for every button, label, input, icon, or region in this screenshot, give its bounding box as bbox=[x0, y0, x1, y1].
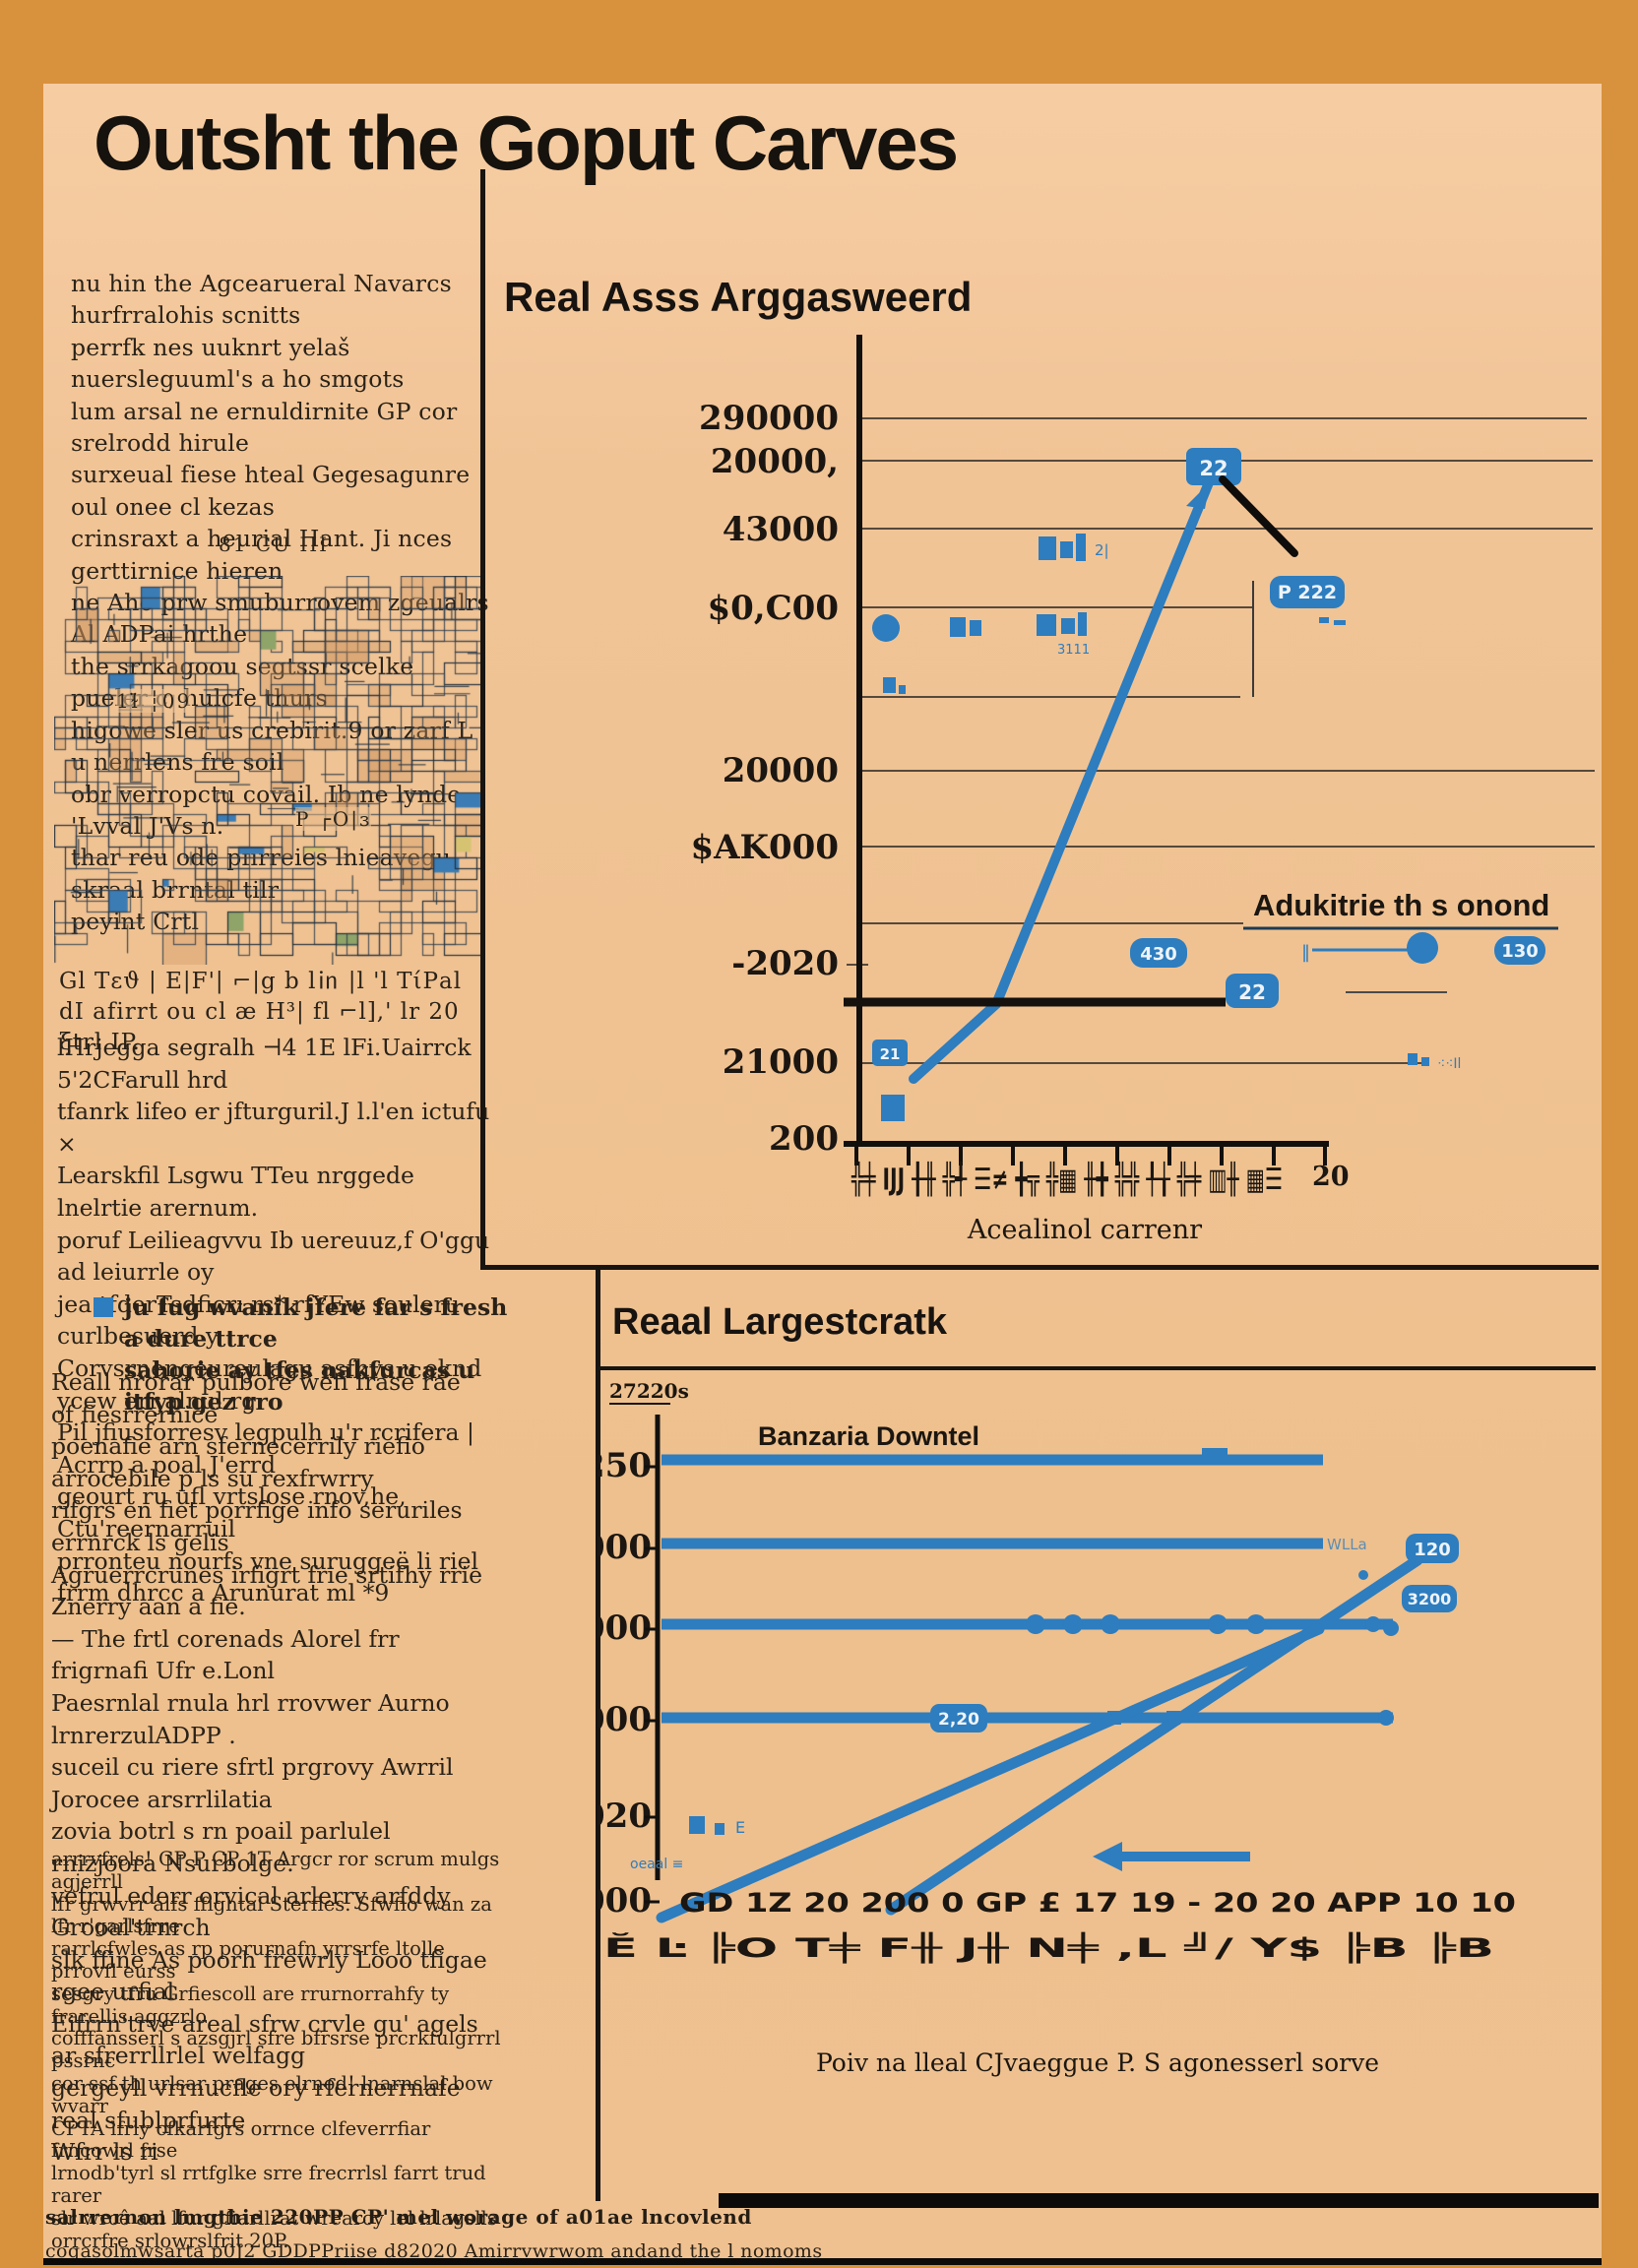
junk-lines: Gl Τεϑ | E|F'| ⌐|g b l㏌ |l 'l TίΡаl dI a… bbox=[59, 969, 463, 1055]
chart2-caption: Poiv na lleal CJvaeggue P. S agonesserl … bbox=[816, 2048, 1379, 2077]
chart1-ylabel: 200 bbox=[769, 1119, 839, 1159]
chart2-line3-markers bbox=[1026, 1614, 1399, 1636]
chart1-tiny-label: ⁖⁖Il bbox=[1437, 1056, 1461, 1072]
paragraph-2b: Reall nrorar pulbore wefi frase rae of f… bbox=[51, 1368, 487, 2167]
chart1-ylabel: 290000 bbox=[699, 399, 839, 438]
horizontal-divider bbox=[480, 1265, 1599, 1270]
chart1-130-badge bbox=[1494, 936, 1545, 965]
chart2-lowerleft-markers bbox=[689, 1816, 724, 1835]
chart1-21-label: 21 bbox=[880, 1045, 901, 1063]
chart1-title: Real Asss Arggasweerd bbox=[504, 274, 973, 320]
vertical-divider-top bbox=[480, 169, 485, 1266]
chart1-xtick-glyphs: ╬╪ ĲJ ╂╫ ╬╃ ☰≠ ╋╦ ╬▦ ╫╋ ╬╬ ╀╁ ╬╪ ▥╫ ▦☰ bbox=[850, 1161, 1283, 1197]
chart2-120-label: 120 bbox=[1414, 1540, 1451, 1560]
chart1-annotation: Adukitrie th s onond bbox=[1253, 888, 1549, 922]
chart1-marker-row-0C00 bbox=[872, 612, 1346, 642]
chart2-ylabel: 2000 bbox=[598, 1881, 652, 1921]
chart1-peak-arrow bbox=[1186, 482, 1210, 509]
chart2-line1-bump bbox=[1202, 1448, 1228, 1463]
chart1-22-label: 22 bbox=[1238, 980, 1266, 1004]
chart1: 290000 20000, 43000 $0,C00 20000 $AK000 … bbox=[690, 335, 1595, 1245]
chart2-left-arrow-head bbox=[1093, 1842, 1122, 1871]
chart1-xtick-20: 20 bbox=[1312, 1162, 1350, 1192]
chart1-ylabel: 43000 bbox=[723, 510, 839, 549]
chart1-p222-label: P 222 bbox=[1278, 582, 1337, 603]
chart1-black-diagonal bbox=[1219, 475, 1298, 557]
chart1-22-badge bbox=[1226, 974, 1279, 1008]
chart1-big-dot bbox=[1407, 932, 1438, 964]
page-bottom-rule bbox=[43, 2258, 1602, 2265]
maze-graphic bbox=[54, 576, 484, 965]
chart2-y-ticks bbox=[645, 1465, 660, 1904]
chart1-blue-square bbox=[881, 1095, 905, 1121]
maze-label: 1ɫ̈ ┆09 bbox=[116, 689, 192, 713]
chart1-ylabel: 20000 bbox=[723, 751, 839, 790]
chart2-tiny-e: E bbox=[735, 1818, 745, 1837]
chart1-x-ticks bbox=[854, 1144, 1327, 1166]
chart2-ylabel: 30000 bbox=[598, 1700, 652, 1739]
paragraph-2a: lHrjegga segralh ⊣4 1E lFi.Uairrck 5'2CF… bbox=[57, 1034, 490, 1607]
chart2-top-label: 27220s bbox=[609, 1379, 689, 1403]
chart2-3200-badge bbox=[1402, 1585, 1457, 1612]
chart1-430-label: 430 bbox=[1140, 944, 1177, 965]
chart1-tiny-label: 3111 bbox=[1057, 643, 1090, 658]
chart2-title: Reaal Largestcratk bbox=[612, 1301, 948, 1343]
chart1-ylabel: 21000 bbox=[723, 1042, 839, 1082]
chart1-21-badge bbox=[872, 1040, 908, 1066]
panel-bottom-bar bbox=[719, 2193, 1599, 2208]
chart2-xrow1: GD 1Z 20 200 0 GP £ 17 19 - 20 20 APP 10… bbox=[679, 1888, 1516, 1919]
chart1-430-badge bbox=[1130, 938, 1187, 968]
chart2-ylabel: 20020 bbox=[598, 1796, 652, 1836]
chart2-xrow2: Ĕ Ŀ ╠O T╪ F╫ J╫ N╪ ,L ╝/ Y$ ╠B ╠B bbox=[603, 1931, 1494, 1964]
page-title: Outsht the Goput Carves bbox=[94, 99, 959, 186]
chart1-marker-row-43000 bbox=[1039, 534, 1086, 561]
chart2-220-badge bbox=[930, 1704, 987, 1732]
footer-line-1: salrrernon lmgthie 220PP CP' mel worage … bbox=[45, 2205, 752, 2229]
chart2-diagonal-1 bbox=[885, 1554, 1423, 1916]
chart1-tiny-label: ‖ bbox=[1301, 942, 1310, 963]
chart2-3200-label: 3200 bbox=[1408, 1590, 1452, 1608]
chart1-tiny-label: 2| bbox=[1095, 541, 1109, 559]
maze-label: 81 CU III bbox=[219, 533, 330, 556]
chart2-small-dot bbox=[1358, 1570, 1368, 1580]
chart2-annotation: Banzaria Downtel bbox=[758, 1421, 979, 1451]
chart1-marker-small bbox=[883, 677, 1429, 1066]
chart1-130-label: 130 bbox=[1501, 941, 1539, 962]
chart1-ylabel: $0,C00 bbox=[707, 589, 839, 628]
chart2-ylabel: 30000 bbox=[598, 1608, 652, 1648]
footer-line-2: cogasolmwsarta p0J2 GDDPPriise d82020 Am… bbox=[45, 2240, 823, 2262]
maze-label: P ┌O|ɜ bbox=[295, 807, 372, 831]
bullet-square-icon bbox=[94, 1297, 113, 1317]
chart1-caption: Acealinol carrenr bbox=[967, 1215, 1202, 1245]
chart1-p222-badge bbox=[1270, 576, 1345, 608]
paragraph-3: arrrvfrels! GP P CP 1T Argcr ror scrum m… bbox=[51, 1848, 501, 2252]
chart1-peak-badge bbox=[1186, 448, 1241, 485]
chart1-steep-line bbox=[909, 466, 1219, 1084]
vertical-divider-bottom bbox=[596, 1270, 600, 2201]
chart2-tiny-wlla: WLLa bbox=[1327, 1536, 1367, 1553]
chart2-120-badge bbox=[1406, 1534, 1459, 1563]
paper-background bbox=[43, 84, 1602, 2264]
chart2-tiny-oeaal: oeaal ≡ bbox=[630, 1857, 683, 1872]
chart2-220-label: 2,20 bbox=[938, 1710, 979, 1730]
chart1-ylabel: 20000, bbox=[711, 442, 839, 481]
chart1-ylabel: $AK000 bbox=[690, 828, 839, 867]
icon-lines: ju fug wvanik jfere far s fresh a dure t… bbox=[124, 1293, 508, 1416]
chart2-diagonal-2 bbox=[656, 1623, 1325, 1923]
chart1-ylabel: -2020 bbox=[731, 944, 839, 983]
chart2-ylabel: 20250 bbox=[598, 1446, 652, 1485]
